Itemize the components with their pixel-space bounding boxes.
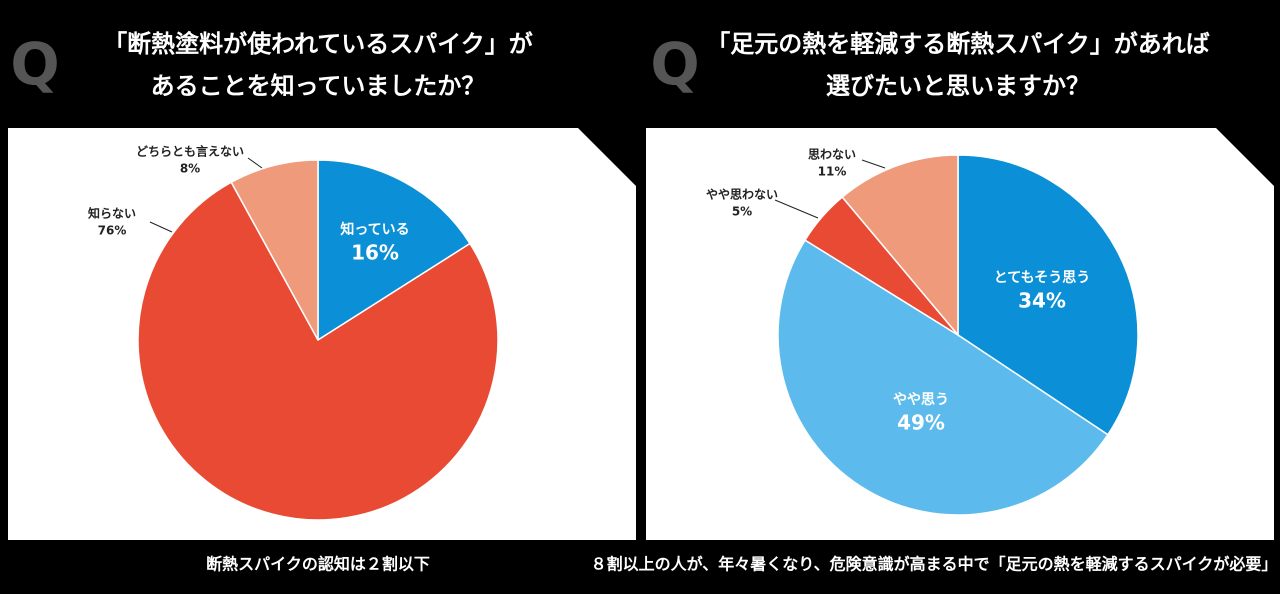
slice-value-label: 11% — [818, 165, 847, 179]
pie-slice — [230, 159, 319, 341]
slice-label: どちらとも言えない — [136, 144, 244, 159]
slice-value-label: 8% — [180, 162, 200, 176]
leader-line — [861, 159, 886, 169]
pie-slice — [317, 159, 472, 342]
slice-value-label: 76% — [98, 224, 127, 238]
slice-label: やや思う — [893, 392, 949, 408]
pie-slice — [137, 181, 499, 521]
slice-value-label: 49% — [897, 411, 945, 435]
chart-title: 「足元の熱を軽減する断熱スパイク」があれば — [706, 30, 1210, 58]
question-mark: Q — [650, 30, 699, 98]
slice-label: やや思わない — [706, 188, 778, 202]
caption: 断熱スパイクの認知は２割以下 — [206, 555, 430, 574]
leader-line — [149, 221, 173, 233]
slice-value-label: 16% — [351, 241, 399, 265]
chart-title: 選びたいと思いますか？ — [826, 72, 1090, 100]
chart-title: あることを知っていましたか？ — [151, 72, 486, 100]
slice-label: 思わない — [808, 148, 856, 162]
caption: ８割以上の人が、年々暑くなり、危険意識が高まる中で「足元の熱を軽減するスパイクが… — [591, 555, 1280, 574]
leader-line — [774, 199, 819, 219]
leader-line — [247, 157, 263, 169]
chart-title: 「断熱塗料が使われているスパイク」が — [103, 30, 533, 58]
pie-slice — [777, 239, 1109, 516]
slice-label: とてもそう思う — [994, 270, 1091, 286]
slice-value-label: 34% — [1018, 289, 1066, 313]
slice-label: 知っている — [340, 221, 409, 238]
slice-value-label: 5% — [732, 205, 752, 219]
slice-label: 知らない — [87, 206, 136, 221]
pie-slice — [841, 154, 959, 338]
question-mark: Q — [10, 30, 59, 98]
